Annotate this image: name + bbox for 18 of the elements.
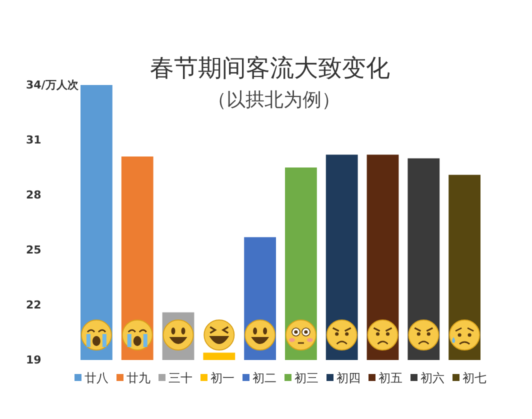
y-tick-label: 31 [26,134,42,146]
legend-label: 初四 [336,371,360,385]
legend-label: 廿九 [126,371,150,385]
legend-label: 初五 [378,371,402,385]
y-tick-label: 34/万人次 [26,78,78,92]
legend-label: 初二 [252,371,276,385]
y-tick-label: 19 [26,354,42,366]
y-tick-label: 28 [26,188,42,202]
legend-label: 初七 [462,371,486,385]
legend-label: 初三 [294,371,318,385]
y-tick-label: 25 [26,244,42,256]
legend-label: 三十 [168,371,192,385]
legend-label: 廿八 [84,371,108,385]
title: 春节期间客流大致变化 [150,54,390,82]
y-tick-label: 22 [26,298,42,312]
legend-label: 初六 [420,371,444,385]
subtitle: （以拱北为例） [208,89,340,111]
legend-label: 初一 [210,371,234,385]
